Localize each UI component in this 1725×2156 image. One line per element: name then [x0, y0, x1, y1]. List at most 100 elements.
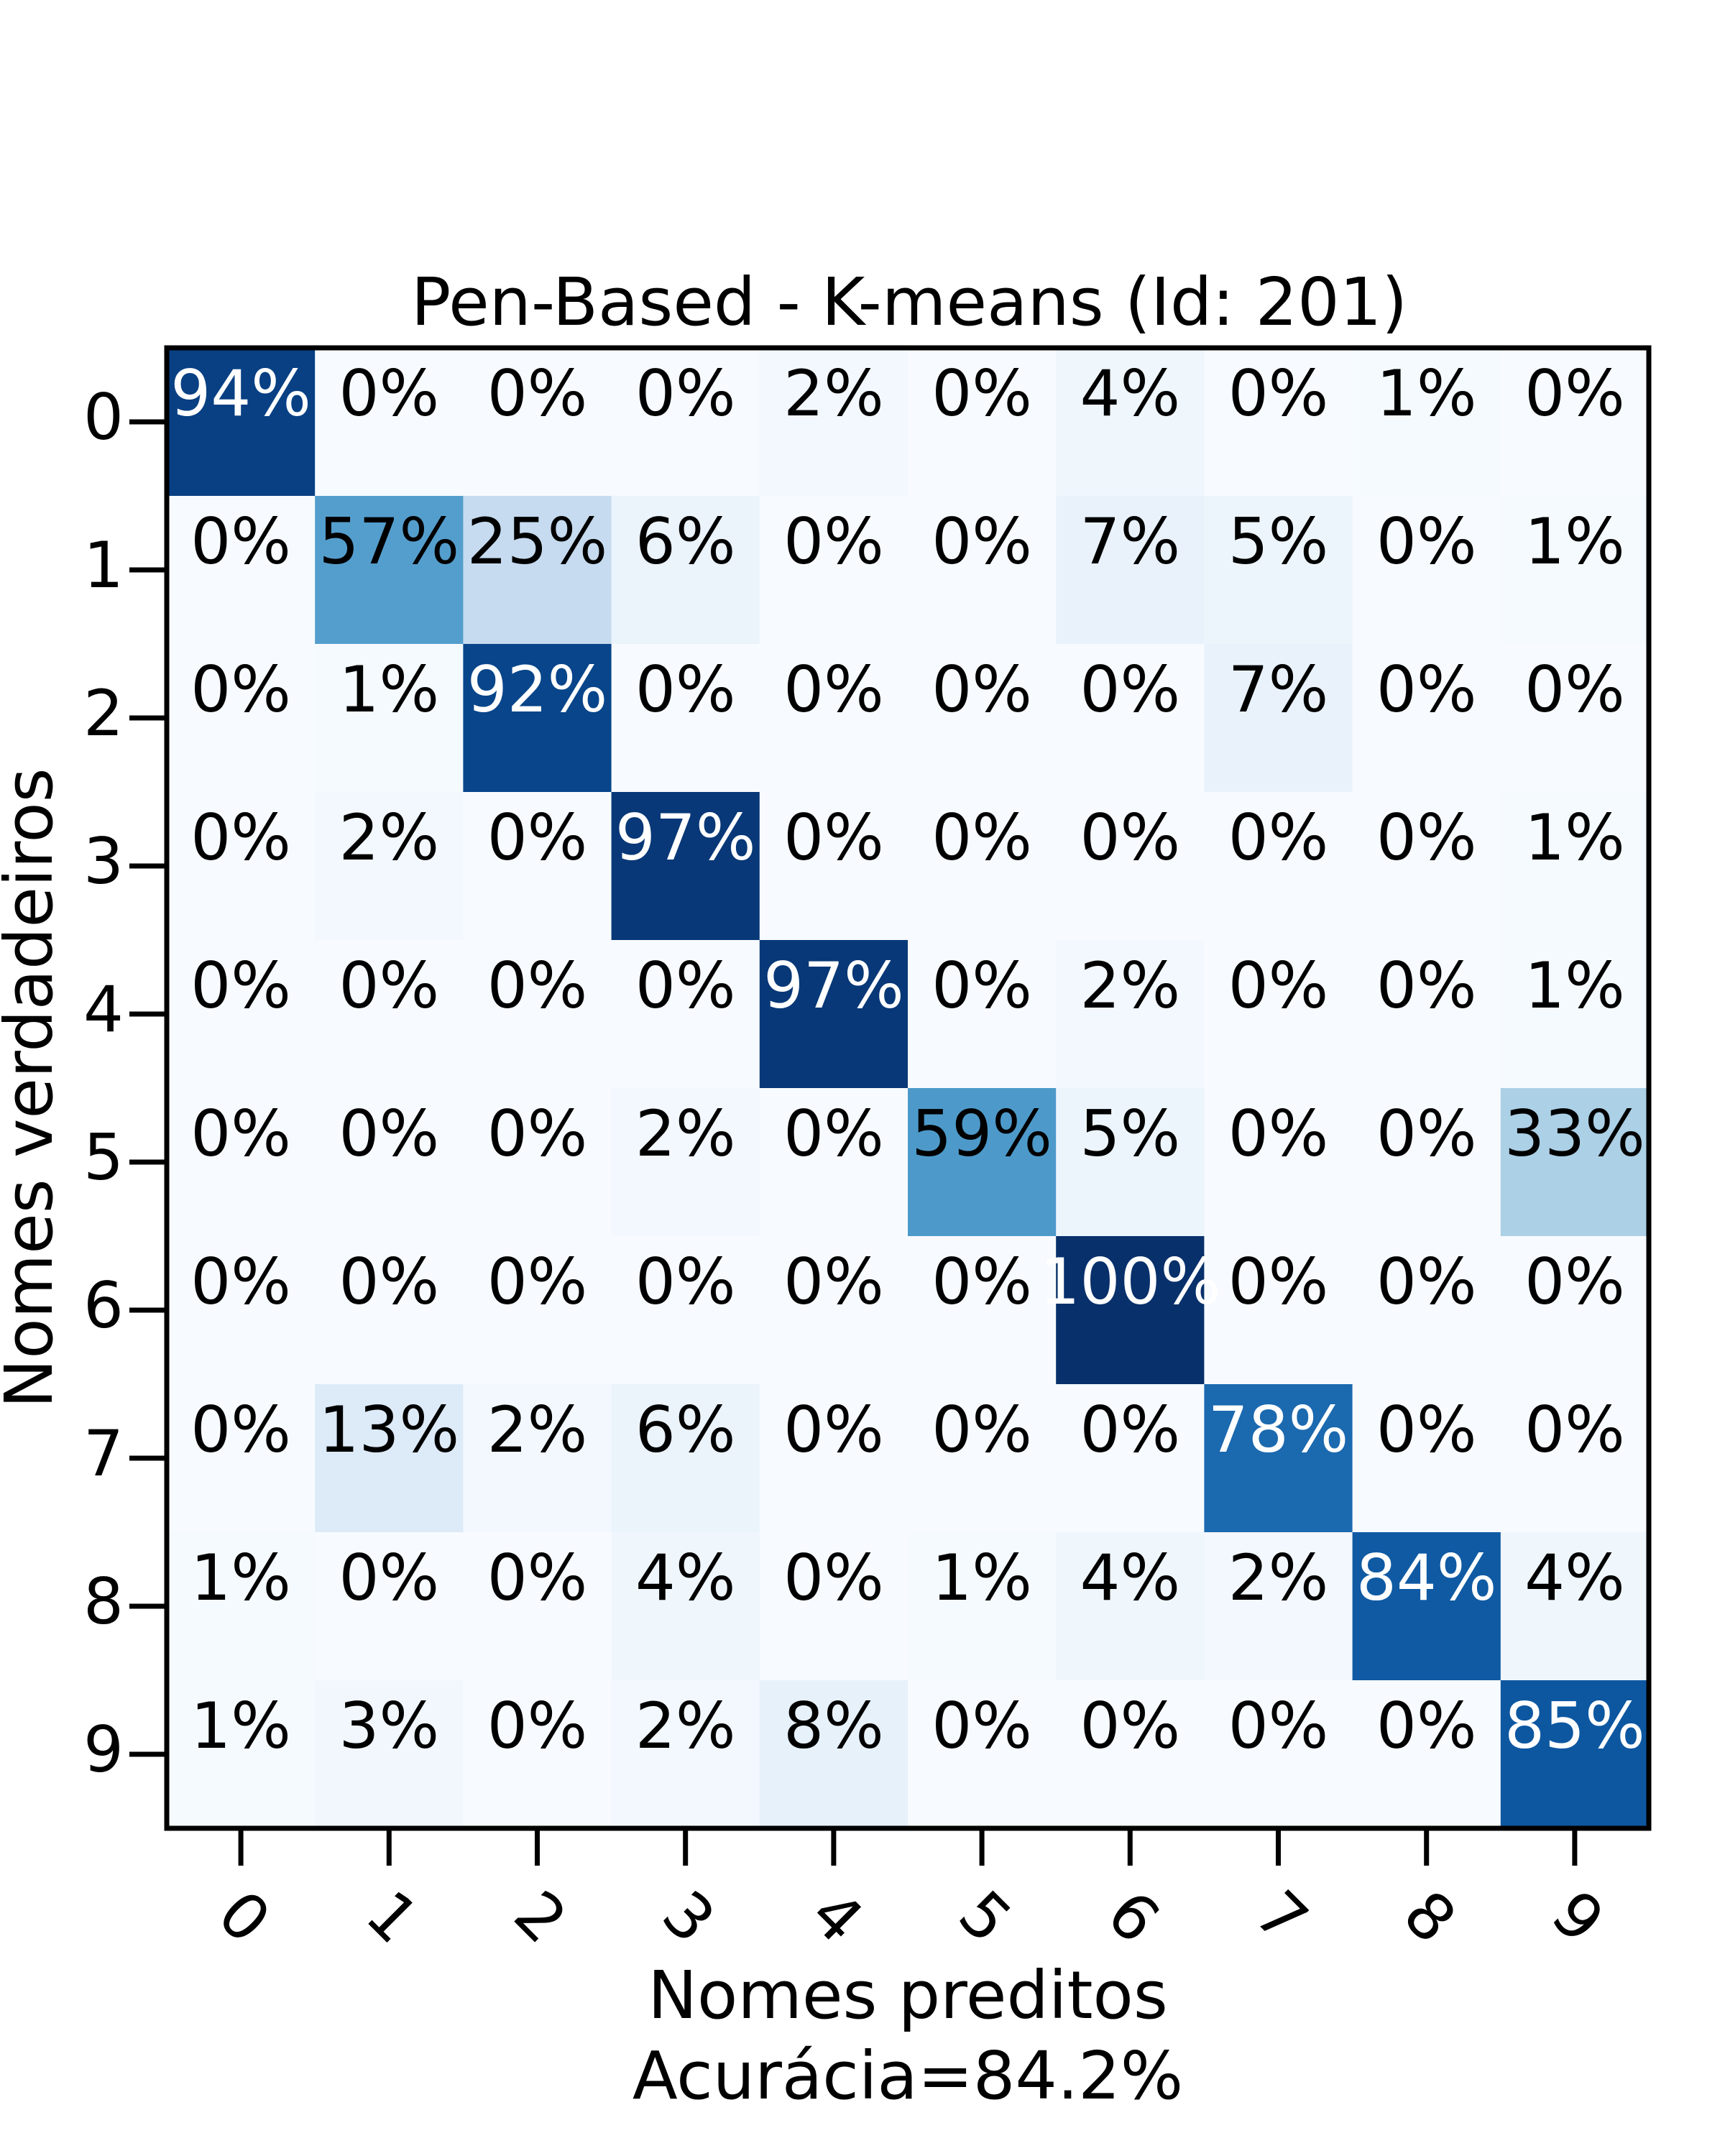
heatmap-cell — [315, 644, 464, 793]
heatmap-cell — [1352, 1088, 1501, 1237]
cell-value-label: 4% — [1080, 356, 1180, 430]
cell-value-label: 0% — [783, 505, 884, 579]
cell-value-label: 0% — [339, 1245, 439, 1319]
cell-value-label: 0% — [783, 1097, 884, 1171]
heatmap-cell — [167, 496, 316, 645]
cell-value-label: 0% — [339, 1097, 439, 1171]
cell-value-label: 0% — [1080, 653, 1180, 727]
cell-value-label: 0% — [190, 1393, 291, 1467]
cell-value-label: 0% — [1228, 1097, 1329, 1171]
cell-value-label: 1% — [1524, 949, 1625, 1023]
x-tick-label: 9 — [1537, 1876, 1618, 1957]
heatmap-cell — [759, 1088, 908, 1237]
heatmap-cell — [1352, 1384, 1501, 1533]
y-tick-label: 9 — [83, 1713, 124, 1787]
heatmap-cell — [167, 644, 316, 793]
heatmap-cell — [167, 1384, 316, 1533]
cell-value-label: 0% — [339, 356, 439, 430]
cell-value-label: 0% — [1524, 1245, 1625, 1319]
cell-value-label: 6% — [635, 505, 736, 579]
heatmap-cell — [1204, 644, 1353, 793]
heatmap-cell — [759, 1680, 908, 1829]
cell-value-label: 0% — [1228, 356, 1329, 430]
cell-value-label: 0% — [190, 949, 291, 1023]
heatmap-cell — [1352, 940, 1501, 1089]
cell-value-label: 2% — [1080, 949, 1180, 1023]
cell-value-label: 1% — [932, 1541, 1032, 1615]
cell-value-label: 0% — [1376, 1393, 1477, 1467]
cell-value-label: 0% — [1376, 949, 1477, 1023]
cell-value-label: 0% — [339, 1541, 439, 1615]
cell-value-label: 25% — [467, 505, 608, 579]
heatmap-cell — [1352, 1236, 1501, 1385]
heatmap-cell — [463, 1088, 612, 1237]
heatmap-cell — [611, 348, 760, 497]
heatmap-cells — [167, 348, 1650, 1829]
heatmap-cell — [167, 348, 316, 497]
heatmap-cell — [463, 1236, 612, 1385]
heatmap-cell — [1056, 940, 1205, 1089]
heatmap-cell — [611, 1236, 760, 1385]
cell-value-label: 0% — [1524, 356, 1625, 430]
cell-value-label: 0% — [783, 653, 884, 727]
heatmap-cell — [908, 1532, 1057, 1681]
heatmap-cell-labels: 94% 0% 0% 0% 2% 0% 4% 0% 1% 0% 0% 57% 25% 6% 0% 0% 7% 5% 0… — [170, 356, 1644, 1763]
plot-frame — [164, 345, 1652, 1831]
heatmap-cell — [463, 792, 612, 941]
heatmap-cell — [1056, 792, 1205, 941]
cell-value-label: 1% — [1524, 801, 1625, 875]
cell-value-label: 0% — [932, 1393, 1032, 1467]
x-axis-title: Nomes preditos — [648, 1957, 1168, 2034]
cell-value-label: 0% — [1376, 505, 1477, 579]
heatmap-cell — [463, 1532, 612, 1681]
heatmap-cell — [1056, 496, 1205, 645]
heatmap-cell — [908, 1384, 1057, 1533]
heatmap-cell — [1204, 1236, 1353, 1385]
cell-value-label: 0% — [783, 801, 884, 875]
heatmap-cell — [611, 1680, 760, 1829]
heatmap-cell — [1352, 1680, 1501, 1829]
x-tick-label: 6 — [1093, 1876, 1174, 1957]
heatmap-cell — [1352, 496, 1501, 645]
cell-value-label: 2% — [635, 1097, 736, 1171]
cell-value-label: 2% — [339, 801, 439, 875]
heatmap-cell — [1500, 792, 1650, 941]
cell-value-label: 0% — [1376, 1245, 1477, 1319]
cell-value-label: 3% — [339, 1689, 439, 1763]
cell-value-label: 85% — [1504, 1689, 1645, 1763]
cell-value-label: 0% — [487, 1689, 588, 1763]
cell-value-label: 0% — [190, 801, 291, 875]
y-tick-label: 5 — [83, 1120, 124, 1194]
heatmap-cell — [1204, 496, 1353, 645]
accuracy-label: Acurácia=84.2% — [632, 2037, 1183, 2114]
chart-title: Pen-Based - K-means (Id: 201) — [411, 264, 1407, 341]
heatmap-cell — [908, 1236, 1057, 1385]
heatmap-cell — [1056, 1532, 1205, 1681]
cell-value-label: 1% — [190, 1541, 291, 1615]
cell-value-label: 0% — [783, 1393, 884, 1467]
y-tick-label: 1 — [83, 528, 124, 602]
heatmap-cell — [1204, 940, 1353, 1089]
cell-value-label: 0% — [339, 949, 439, 1023]
cell-value-label: 0% — [1228, 1245, 1329, 1319]
heatmap-cell — [1204, 1384, 1353, 1533]
cell-value-label: 6% — [635, 1393, 736, 1467]
cell-value-label: 4% — [1080, 1541, 1180, 1615]
heatmap-cell — [1056, 1680, 1205, 1829]
cell-value-label: 1% — [1524, 505, 1625, 579]
cell-value-label: 0% — [635, 949, 736, 1023]
heatmap-cell — [167, 1236, 316, 1385]
x-tick-label: 1 — [352, 1876, 433, 1957]
cell-value-label: 0% — [932, 505, 1032, 579]
cell-value-label: 0% — [487, 949, 588, 1023]
heatmap-cell — [1204, 792, 1353, 941]
heatmap-cell — [1204, 1088, 1353, 1237]
cell-value-label: 0% — [190, 1097, 291, 1171]
y-tick-label: 0 — [83, 380, 124, 454]
cell-value-label: 0% — [190, 1245, 291, 1319]
heatmap-cell — [1352, 348, 1501, 497]
heatmap-cell — [167, 940, 316, 1089]
heatmap-cell — [463, 1680, 612, 1829]
